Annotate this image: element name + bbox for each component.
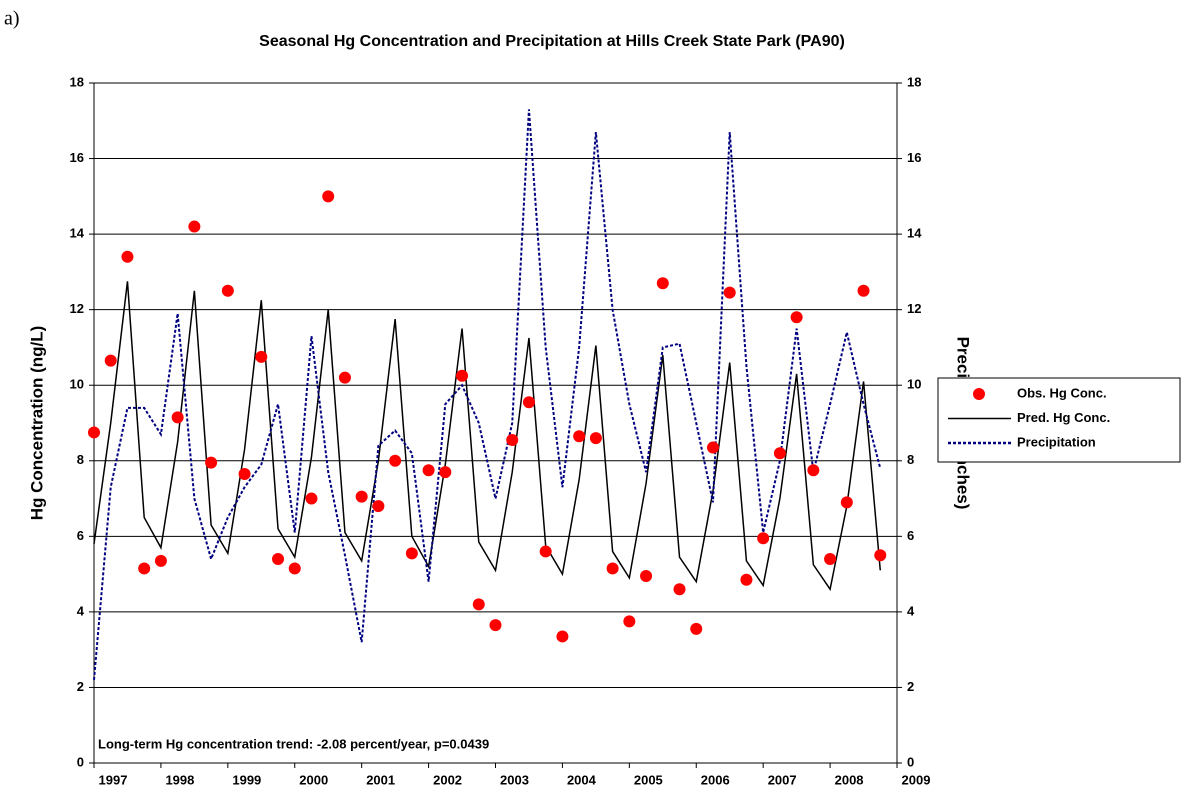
x-tick-label: 2008 bbox=[835, 772, 864, 787]
marker bbox=[673, 583, 686, 596]
line bbox=[93, 281, 882, 592]
x-tick-label: 2001 bbox=[366, 772, 395, 787]
marker bbox=[255, 350, 268, 363]
marker bbox=[790, 311, 803, 324]
marker bbox=[506, 434, 519, 446]
x-tick-label: 2003 bbox=[500, 772, 529, 787]
marker bbox=[706, 441, 719, 454]
y-tick-label: 18 bbox=[70, 74, 84, 89]
plot-border bbox=[93, 82, 898, 764]
marker bbox=[154, 554, 167, 567]
marker bbox=[355, 490, 368, 503]
y2-tick-label: 2 bbox=[907, 679, 914, 694]
marker bbox=[456, 369, 469, 382]
dashed-line bbox=[93, 109, 882, 680]
y-tick-label: 0 bbox=[77, 754, 84, 769]
marker bbox=[640, 570, 653, 582]
marker bbox=[623, 615, 636, 628]
y2-tick-label: 10 bbox=[907, 377, 921, 392]
x-tick-label: 2004 bbox=[567, 772, 597, 787]
marker bbox=[288, 562, 301, 575]
marker bbox=[138, 562, 151, 575]
marker bbox=[773, 447, 786, 460]
x-tick-label: 2005 bbox=[634, 772, 663, 787]
y-tick-label: 4 bbox=[77, 603, 85, 618]
marker bbox=[589, 432, 602, 445]
x-tick-label: 1997 bbox=[99, 772, 128, 787]
x-tick-label: 2006 bbox=[701, 772, 730, 787]
marker bbox=[205, 456, 218, 469]
legend-label: Pred. Hg Conc. bbox=[1017, 410, 1110, 425]
marker bbox=[539, 545, 552, 558]
chart-title: Seasonal Hg Concentration and Precipitat… bbox=[259, 33, 845, 50]
annotation: Long-term Hg concentration trend: -2.08 … bbox=[98, 736, 489, 751]
y-tick-label: 14 bbox=[70, 226, 85, 241]
y2-tick-label: 6 bbox=[907, 528, 914, 543]
marker bbox=[238, 468, 251, 480]
marker bbox=[824, 553, 837, 565]
x-tick-label: 2009 bbox=[902, 772, 931, 787]
marker bbox=[656, 277, 669, 290]
y-tick-label: 12 bbox=[70, 301, 84, 316]
marker bbox=[405, 547, 418, 560]
marker bbox=[221, 284, 234, 297]
y-axis-label: Hg Concentration (ng/L) bbox=[27, 326, 46, 521]
marker bbox=[322, 190, 335, 203]
marker bbox=[522, 396, 535, 409]
marker bbox=[840, 496, 853, 509]
marker bbox=[573, 430, 586, 443]
legend-label: Precipitation bbox=[1017, 434, 1096, 449]
marker bbox=[272, 553, 285, 565]
x-tick-label: 2002 bbox=[433, 772, 462, 787]
legend-marker bbox=[973, 388, 985, 400]
y2-tick-label: 4 bbox=[907, 603, 915, 618]
marker bbox=[874, 549, 887, 562]
marker bbox=[338, 371, 351, 384]
y2-tick-label: 8 bbox=[907, 452, 914, 467]
y2-tick-label: 0 bbox=[907, 754, 914, 769]
y-tick-label: 8 bbox=[77, 452, 84, 467]
y2-tick-label: 12 bbox=[907, 301, 921, 316]
marker bbox=[757, 532, 770, 545]
marker bbox=[305, 492, 318, 505]
legend-label: Obs. Hg Conc. bbox=[1017, 385, 1107, 400]
y-tick-label: 10 bbox=[70, 377, 84, 392]
marker bbox=[389, 454, 402, 467]
marker bbox=[723, 286, 736, 299]
marker bbox=[606, 562, 619, 575]
marker bbox=[171, 411, 184, 424]
marker bbox=[472, 598, 485, 611]
y2-tick-label: 16 bbox=[907, 150, 921, 165]
y2-tick-label: 18 bbox=[907, 74, 921, 89]
marker bbox=[690, 622, 703, 635]
marker bbox=[121, 250, 134, 263]
x-tick-label: 1999 bbox=[232, 772, 261, 787]
y2-tick-label: 14 bbox=[907, 226, 922, 241]
panel-label: a) bbox=[4, 8, 20, 30]
marker bbox=[807, 464, 820, 477]
x-tick-label: 2007 bbox=[768, 772, 797, 787]
y-tick-label: 6 bbox=[77, 528, 84, 543]
plot-area bbox=[94, 83, 897, 763]
marker bbox=[439, 466, 452, 479]
marker bbox=[556, 630, 569, 643]
marker bbox=[88, 426, 100, 439]
marker bbox=[372, 500, 385, 513]
y-tick-label: 16 bbox=[70, 150, 84, 165]
marker bbox=[104, 354, 117, 367]
marker bbox=[740, 573, 753, 586]
marker bbox=[489, 619, 502, 632]
x-tick-label: 2000 bbox=[299, 772, 328, 787]
marker bbox=[422, 464, 435, 477]
marker bbox=[857, 284, 870, 297]
y-tick-label: 2 bbox=[77, 679, 84, 694]
x-tick-label: 1998 bbox=[165, 772, 194, 787]
marker bbox=[188, 220, 201, 233]
